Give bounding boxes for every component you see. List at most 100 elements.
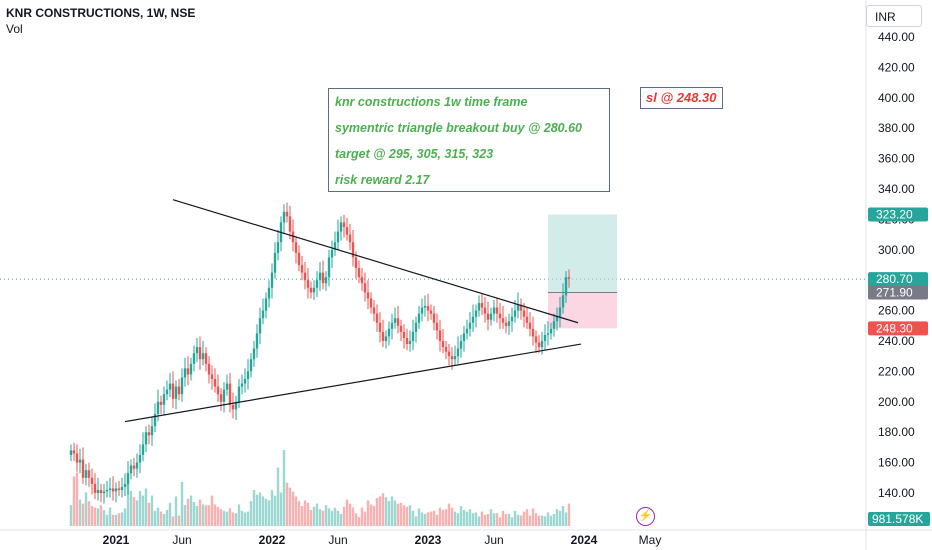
volume-bar — [123, 508, 127, 526]
y-tick-label: 340.00 — [878, 182, 915, 196]
candle — [81, 459, 85, 478]
price-label-box — [868, 285, 928, 300]
candle — [258, 318, 262, 334]
volume-bar — [261, 496, 265, 526]
volume-indicator-label[interactable]: Vol — [6, 22, 23, 36]
volume-bar — [270, 490, 274, 526]
candle — [441, 341, 445, 348]
candle — [516, 304, 520, 311]
volume-bar — [396, 503, 400, 526]
candle — [180, 377, 184, 395]
volume-bar — [510, 517, 514, 526]
candle — [483, 307, 487, 314]
time-axis: 2021 Jun 2022 Jun 2023 Jun 2024 May — [103, 533, 662, 547]
candle — [501, 318, 505, 323]
candle — [360, 277, 364, 284]
trendlines — [124, 199, 582, 423]
y-tick-label: 420.00 — [878, 60, 915, 74]
candle — [471, 316, 475, 323]
volume-bar — [480, 511, 484, 526]
volume-bar — [528, 515, 532, 526]
y-tick-label: 220.00 — [878, 364, 915, 378]
volume-bar — [192, 502, 196, 526]
candle — [480, 303, 484, 308]
volume-bar — [246, 511, 250, 526]
volume-bar — [312, 506, 316, 526]
candle — [324, 277, 328, 284]
candle — [399, 325, 403, 332]
candle — [117, 488, 121, 490]
volume-bar — [156, 507, 160, 526]
candle — [228, 383, 232, 405]
currency-button[interactable]: INR — [866, 5, 922, 27]
volume-bars — [69, 450, 571, 526]
candle — [315, 280, 319, 288]
candle — [330, 249, 334, 258]
candle — [276, 242, 280, 253]
volume-bar — [432, 510, 436, 526]
trade-note[interactable]: knr constructions 1w time frame symentri… — [328, 88, 610, 192]
price-label-box — [868, 321, 928, 336]
volume-bar — [390, 496, 394, 526]
volume-bar — [402, 505, 406, 526]
y-tick-label: 180.00 — [878, 425, 915, 439]
volume-bar — [291, 491, 295, 526]
volume-bar — [339, 514, 343, 526]
candle — [450, 356, 454, 360]
candle — [366, 292, 370, 299]
candle — [396, 318, 400, 326]
candle — [69, 450, 73, 455]
candle — [87, 470, 91, 478]
candle — [273, 252, 277, 273]
volume-bar — [567, 503, 571, 526]
candle — [411, 331, 415, 341]
volume-bar — [399, 502, 403, 526]
candle — [144, 432, 148, 445]
candle — [243, 379, 247, 384]
volume-bar — [381, 493, 385, 526]
volume-bar — [423, 514, 427, 526]
candle — [429, 310, 433, 314]
chart-title: KNR CONSTRUCTIONS, 1W, NSE — [6, 6, 196, 20]
volume-bar — [297, 501, 301, 526]
volume-bar — [342, 506, 346, 526]
volume-bar — [198, 499, 202, 526]
candle — [222, 389, 226, 402]
candle — [192, 353, 196, 364]
candle — [336, 231, 340, 243]
candle — [168, 383, 172, 390]
volume-bar — [234, 513, 238, 526]
candle — [447, 351, 451, 357]
candle — [318, 272, 322, 281]
candle — [246, 371, 250, 379]
volume-bar — [255, 494, 259, 526]
volume-bar — [543, 516, 547, 526]
candle — [147, 432, 151, 436]
volume-bar — [72, 476, 76, 526]
candle — [189, 363, 193, 375]
candle — [519, 304, 523, 311]
volume-bar — [345, 499, 349, 526]
x-tick-label: 2023 — [415, 533, 442, 547]
volume-bar — [411, 510, 415, 526]
note-line: knr constructions 1w time frame — [335, 95, 528, 109]
candle — [564, 277, 568, 296]
candle — [405, 337, 409, 345]
volume-bar — [204, 505, 208, 526]
volume-bar — [162, 514, 166, 526]
volume-bar — [366, 500, 370, 526]
price-axis: 140.00 160.00 180.00 200.00 220.00 240.00 260.… — [878, 30, 915, 500]
volume-bar — [108, 507, 112, 526]
volume-bar — [363, 511, 367, 526]
stop-loss-note[interactable]: sl @ 248.30 — [640, 87, 723, 109]
candle — [150, 426, 154, 436]
candle — [552, 321, 556, 329]
candle — [111, 488, 115, 492]
stop-zone — [548, 292, 617, 329]
price-label: 248.30 — [876, 321, 913, 335]
candle — [225, 383, 229, 390]
volume-bar — [168, 502, 172, 526]
lightning-icon[interactable]: ⚡ — [636, 507, 655, 526]
volume-bar — [189, 495, 193, 526]
